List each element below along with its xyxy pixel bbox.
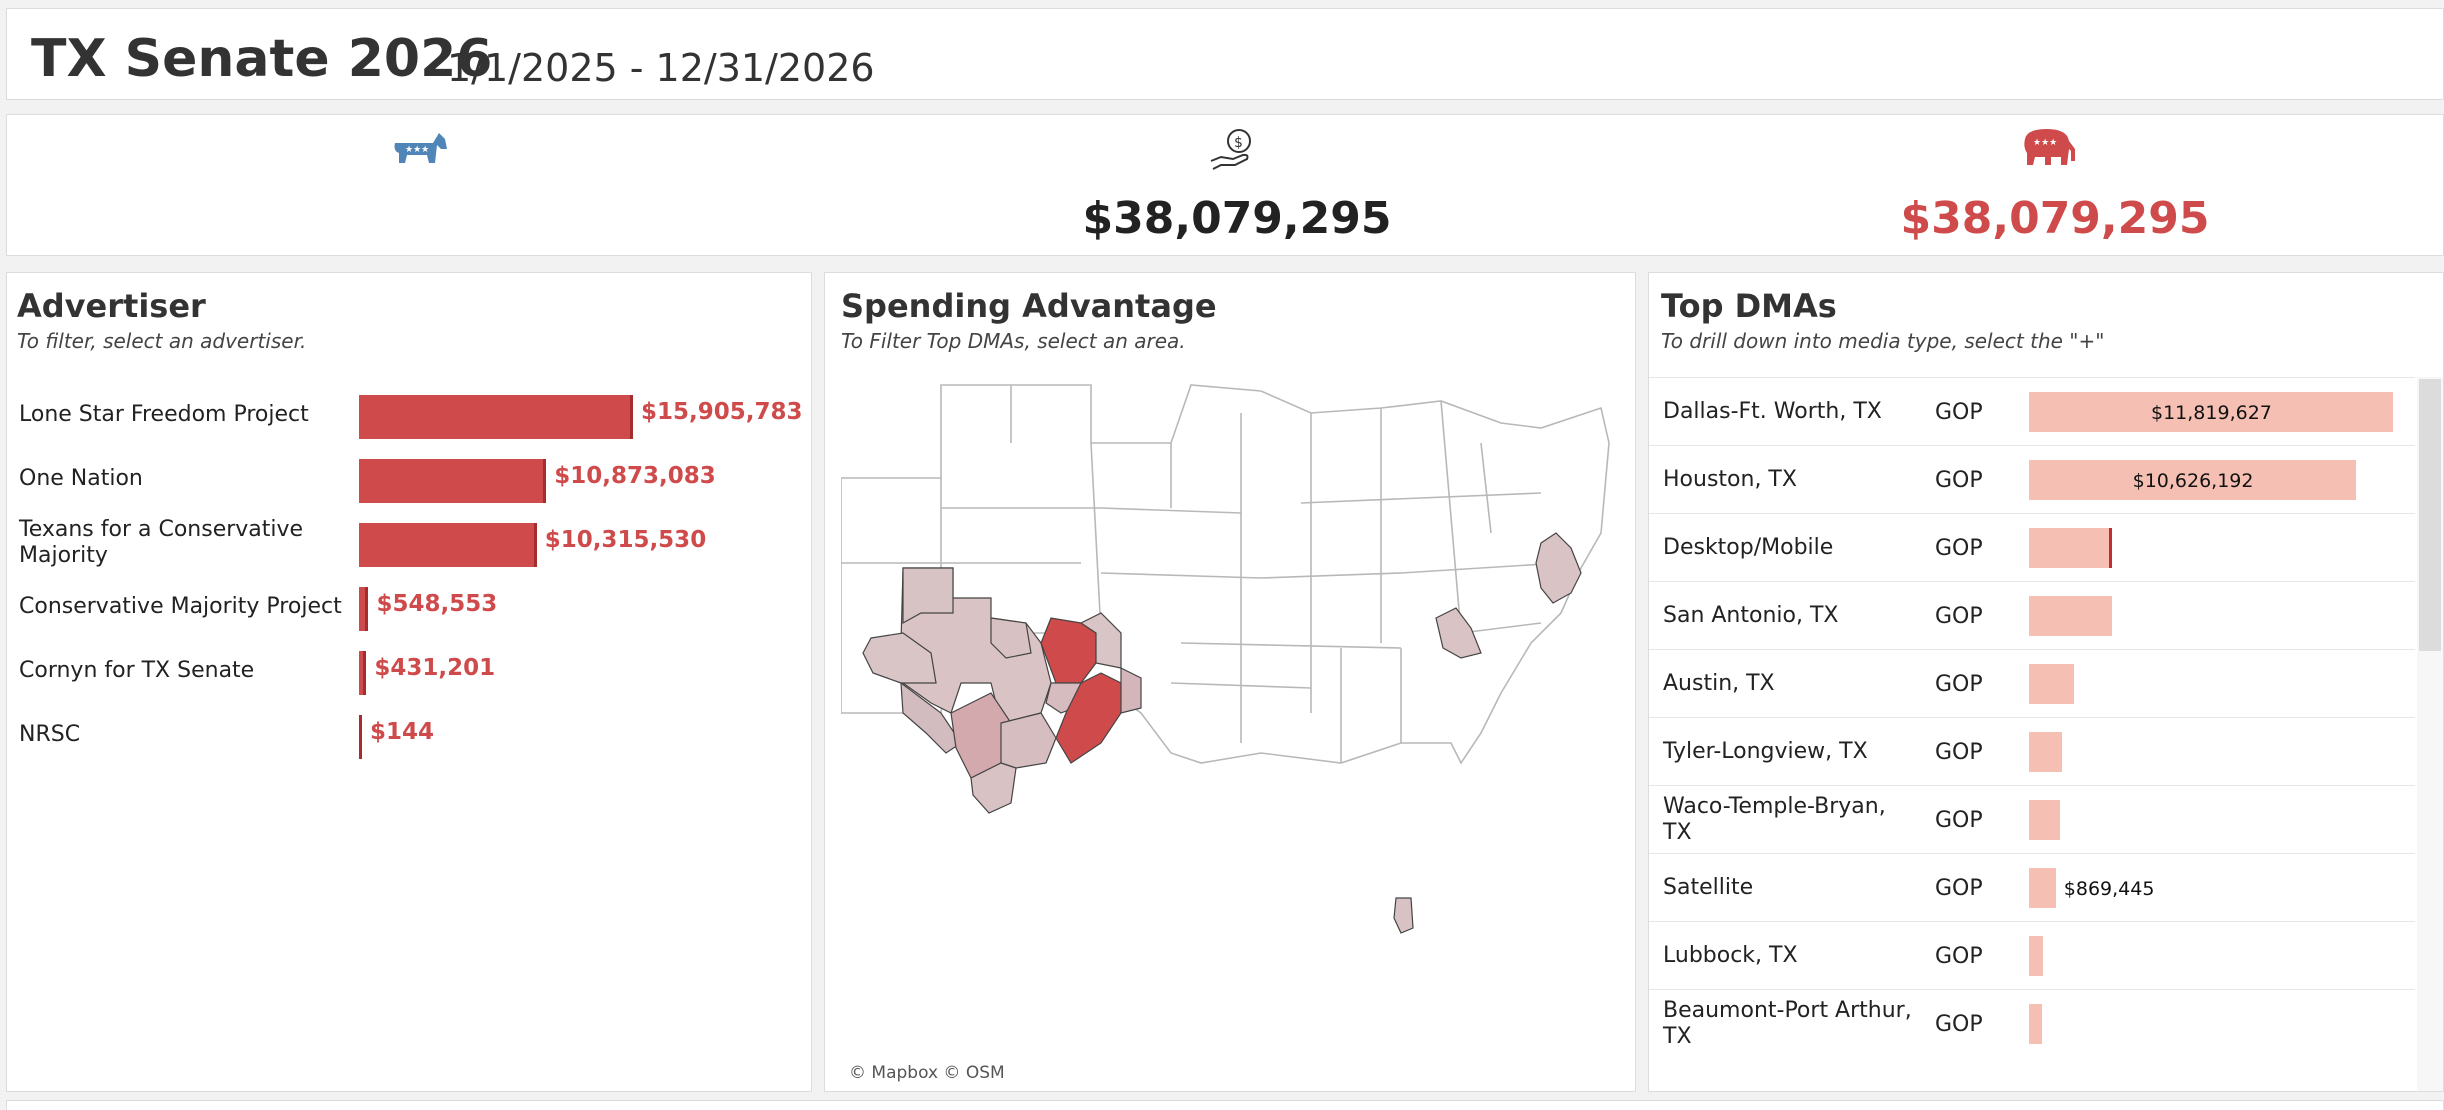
advertiser-row[interactable]: NRSC $144 bbox=[7, 705, 813, 765]
date-range: 1/1/2025 - 12/31/2026 bbox=[447, 46, 875, 90]
advertiser-amount: $144 bbox=[370, 719, 435, 745]
dma-row[interactable]: Satellite GOP $869,445 bbox=[1649, 853, 2415, 921]
advertiser-bar[interactable] bbox=[359, 459, 547, 503]
dma-bar[interactable] bbox=[2029, 732, 2063, 772]
dma-bar[interactable] bbox=[2029, 1004, 2042, 1044]
dma-row[interactable]: Lubbock, TX GOP bbox=[1649, 921, 2415, 989]
map-attribution[interactable]: © Mapbox © OSM bbox=[849, 1063, 1005, 1083]
advertiser-bar[interactable] bbox=[359, 523, 537, 567]
gop-spend-value: $38,079,295 bbox=[1900, 193, 2210, 244]
advertiser-title: Advertiser bbox=[17, 287, 206, 325]
dma-bar[interactable] bbox=[2029, 392, 2393, 432]
advertiser-name: Conservative Majority Project bbox=[19, 593, 342, 619]
top-dmas-panel: Top DMAs To drill down into media type, … bbox=[1648, 272, 2444, 1092]
svg-text:★★★: ★★★ bbox=[405, 145, 429, 155]
dma-amount: $869,445 bbox=[2063, 878, 2155, 900]
dma-name: Satellite bbox=[1663, 874, 1754, 900]
dma-name: Austin, TX bbox=[1663, 670, 1775, 696]
bottom-panel-edge bbox=[6, 1100, 2444, 1110]
dma-scrollbar-thumb[interactable] bbox=[2419, 379, 2441, 651]
total-spend-value: $38,079,295 bbox=[1082, 193, 1392, 244]
dma-party: GOP bbox=[1935, 807, 1983, 833]
svg-text:★★★: ★★★ bbox=[2033, 138, 2057, 148]
dma-row[interactable]: Dallas-Ft. Worth, TX GOP $11,819,627 bbox=[1649, 377, 2415, 445]
dma-party: GOP bbox=[1935, 875, 1983, 901]
dma-bar[interactable] bbox=[2029, 528, 2113, 568]
advertiser-row[interactable]: Cornyn for TX Senate $431,201 bbox=[7, 641, 813, 701]
dma-party: GOP bbox=[1935, 399, 1983, 425]
advertiser-amount: $10,315,530 bbox=[544, 527, 707, 553]
advertiser-row[interactable]: Texans for a Conservative Majority $10,31… bbox=[7, 513, 813, 573]
dma-bar[interactable] bbox=[2029, 664, 2074, 704]
advertiser-name: Texans for a Conservative Majority bbox=[19, 516, 304, 568]
dma-party: GOP bbox=[1935, 1011, 1983, 1037]
advertiser-bar[interactable] bbox=[359, 651, 367, 695]
dma-bar[interactable] bbox=[2029, 800, 2060, 840]
dma-amount: $11,819,627 bbox=[2151, 402, 2272, 424]
map-subtitle: To Filter Top DMAs, select an area. bbox=[841, 329, 1186, 353]
dma-party: GOP bbox=[1935, 467, 1983, 493]
dmas-title: Top DMAs bbox=[1661, 287, 1837, 325]
dma-name: Houston, TX bbox=[1663, 466, 1797, 492]
dma-name: Lubbock, TX bbox=[1663, 942, 1798, 968]
page-title: TX Senate 2026 bbox=[31, 29, 493, 89]
money-hand-icon: $ bbox=[1210, 129, 1251, 170]
dma-row[interactable]: Desktop/Mobile GOP bbox=[1649, 513, 2415, 581]
totals-panel: ★★★ $ ★★★ $38,079,295 $38,079,295 bbox=[6, 114, 2444, 256]
advertiser-row[interactable]: One Nation $10,873,083 bbox=[7, 449, 813, 509]
dashboard-header: TX Senate 2026 1/1/2025 - 12/31/2026 bbox=[6, 8, 2444, 100]
advertiser-name: Cornyn for TX Senate bbox=[19, 657, 255, 683]
map-title: Spending Advantage bbox=[841, 287, 1217, 325]
dma-bar[interactable] bbox=[2029, 936, 2043, 976]
advertiser-panel: Advertiser To filter, select an advertis… bbox=[6, 272, 812, 1092]
dma-row[interactable]: Waco-Temple-Bryan, TX GOP bbox=[1649, 785, 2415, 853]
dma-row[interactable]: Houston, TX GOP $10,626,192 bbox=[1649, 445, 2415, 513]
dma-name: Dallas-Ft. Worth, TX bbox=[1663, 398, 1882, 424]
donkey-icon: ★★★ bbox=[394, 133, 447, 163]
advertiser-bar[interactable] bbox=[359, 587, 369, 631]
dmas-subtitle: To drill down into media type, select th… bbox=[1661, 329, 2105, 353]
advertiser-row[interactable]: Lone Star Freedom Project $15,905,783 bbox=[7, 385, 813, 445]
advertiser-bar[interactable] bbox=[359, 395, 633, 439]
advertiser-name: NRSC bbox=[19, 721, 81, 747]
dma-party: GOP bbox=[1935, 535, 1983, 561]
dma-row[interactable]: Beaumont-Port Arthur, TX GOP bbox=[1649, 989, 2415, 1057]
dma-row[interactable]: Austin, TX GOP bbox=[1649, 649, 2415, 717]
dma-bar[interactable] bbox=[2029, 868, 2056, 908]
elephant-icon: ★★★ bbox=[2024, 129, 2075, 165]
dma-row[interactable]: San Antonio, TX GOP bbox=[1649, 581, 2415, 649]
advertiser-name: Lone Star Freedom Project bbox=[19, 401, 309, 427]
dma-bar[interactable] bbox=[2029, 596, 2113, 636]
dma-name: Desktop/Mobile bbox=[1663, 534, 1834, 560]
dma-name: Beaumont-Port Arthur, TX bbox=[1663, 997, 1912, 1049]
dma-party: GOP bbox=[1935, 943, 1983, 969]
dma-name: Waco-Temple-Bryan, TX bbox=[1663, 793, 1886, 845]
dma-name: San Antonio, TX bbox=[1663, 602, 1839, 628]
advertiser-amount: $548,553 bbox=[376, 591, 498, 617]
spending-advantage-panel: Spending Advantage To Filter Top DMAs, s… bbox=[824, 272, 1636, 1092]
dma-party: GOP bbox=[1935, 603, 1983, 629]
advertiser-amount: $431,201 bbox=[374, 655, 496, 681]
dma-amount: $10,626,192 bbox=[2132, 470, 2254, 492]
advertiser-amount: $10,873,083 bbox=[554, 463, 716, 489]
advertiser-subtitle: To filter, select an advertiser. bbox=[17, 329, 307, 353]
advertiser-row[interactable]: Conservative Majority Project $548,553 bbox=[7, 577, 813, 637]
advertiser-name: One Nation bbox=[19, 465, 143, 491]
us-dma-map[interactable] bbox=[841, 383, 1621, 1063]
advertiser-amount: $15,905,783 bbox=[641, 399, 803, 425]
dma-bar[interactable] bbox=[2029, 460, 2357, 500]
dma-row[interactable]: Tyler-Longview, TX GOP bbox=[1649, 717, 2415, 785]
svg-text:$: $ bbox=[1234, 135, 1243, 151]
dma-party: GOP bbox=[1935, 671, 1983, 697]
advertiser-bar[interactable] bbox=[359, 715, 362, 759]
dma-party: GOP bbox=[1935, 739, 1983, 765]
dma-name: Tyler-Longview, TX bbox=[1663, 738, 1868, 764]
